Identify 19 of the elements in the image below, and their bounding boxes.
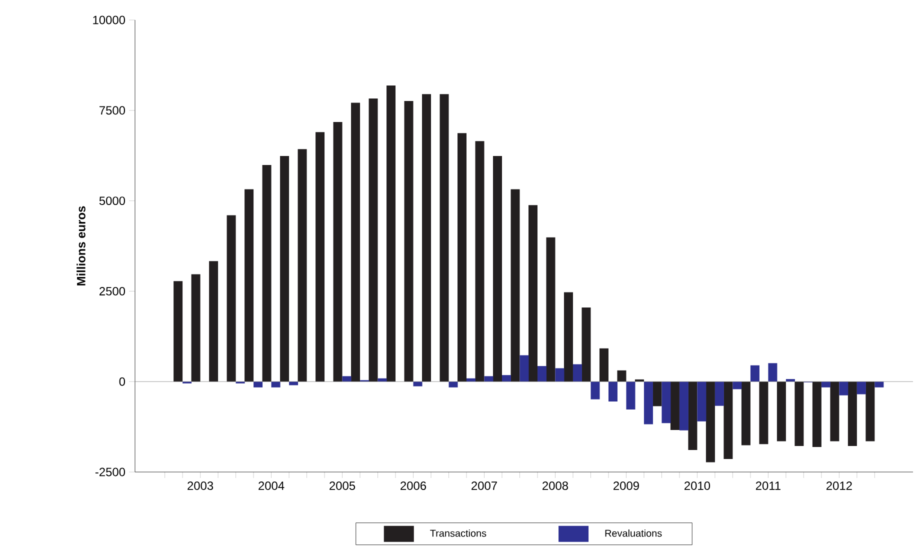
x-tick-label: 2010 — [684, 482, 710, 490]
x-tick-label: 2004 — [258, 482, 284, 490]
x-tick-label: 2006 — [400, 482, 426, 490]
y-tick-label: 0 — [119, 377, 126, 386]
x-tick-label: 2012 — [826, 482, 852, 490]
y-tick-label: 5000 — [99, 196, 126, 206]
legend-label: Revaluations — [605, 529, 662, 537]
y-tick-label: 2500 — [100, 286, 126, 296]
x-tick-label: 2005 — [330, 482, 356, 490]
y-tick-label: 7500 — [100, 106, 126, 115]
legend-label: Transactions — [430, 529, 486, 537]
y-axis-title: Millions euros — [76, 206, 86, 286]
x-tick-label: 2008 — [542, 482, 568, 490]
y-tick-label: -2500 — [95, 468, 126, 476]
x-tick-label: 2003 — [188, 482, 214, 490]
y-tick-label: 10000 — [93, 16, 126, 24]
x-tick-label: 2011 — [756, 482, 780, 490]
x-tick-label: 2007 — [472, 482, 497, 490]
x-tick-label: 2009 — [614, 482, 639, 490]
